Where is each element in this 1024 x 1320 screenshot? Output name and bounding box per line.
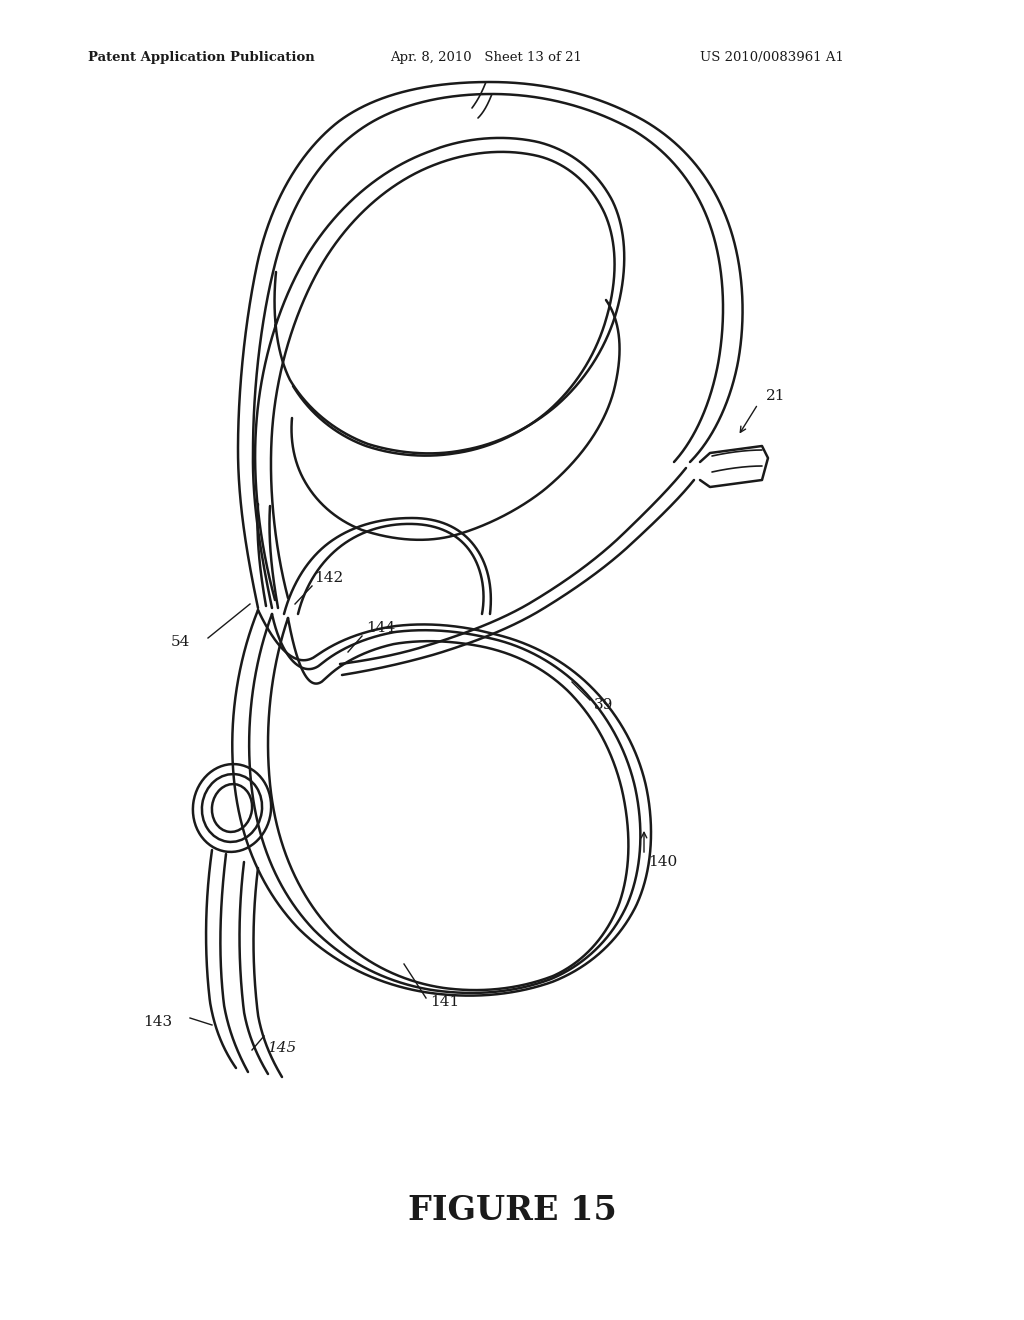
Text: 143: 143 — [143, 1015, 172, 1030]
Text: 144: 144 — [366, 620, 395, 635]
Text: 39: 39 — [594, 698, 613, 711]
Text: FIGURE 15: FIGURE 15 — [408, 1193, 616, 1226]
Text: Apr. 8, 2010   Sheet 13 of 21: Apr. 8, 2010 Sheet 13 of 21 — [390, 51, 582, 65]
Text: 140: 140 — [648, 855, 677, 869]
Text: US 2010/0083961 A1: US 2010/0083961 A1 — [700, 51, 844, 65]
Text: 141: 141 — [430, 995, 459, 1008]
Text: 145: 145 — [268, 1041, 297, 1055]
Text: 54: 54 — [171, 635, 190, 649]
Text: 21: 21 — [766, 389, 785, 403]
Text: Patent Application Publication: Patent Application Publication — [88, 51, 314, 65]
Text: 142: 142 — [314, 572, 343, 585]
